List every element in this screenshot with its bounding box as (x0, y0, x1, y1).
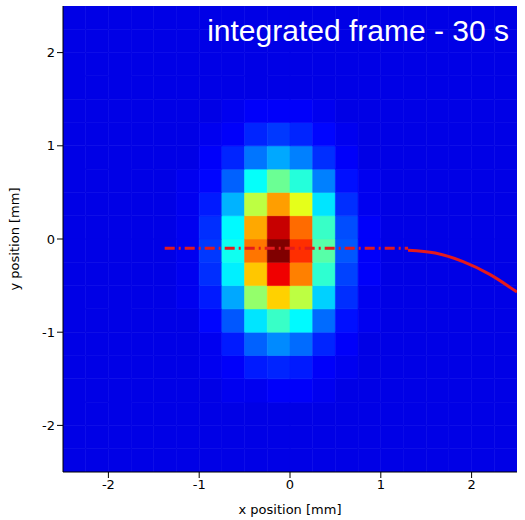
svg-text:x position [mm]: x position [mm] (239, 502, 342, 517)
html-text:integrated frame - 30 s: integrated frame - 30 s (207, 14, 509, 47)
svg-text:0: 0 (47, 232, 55, 247)
svg-text:-2: -2 (102, 477, 115, 492)
svg-text:-2: -2 (42, 418, 55, 433)
svg-text:1: 1 (47, 138, 55, 153)
svg-text:-1: -1 (42, 325, 55, 340)
svg-text:2: 2 (47, 45, 55, 60)
svg-text:1: 1 (377, 477, 385, 492)
svg-text:2: 2 (467, 477, 475, 492)
svg-text:y position [mm]: y position [mm] (7, 188, 22, 291)
svg-text:0: 0 (286, 477, 294, 492)
svg-text:-1: -1 (193, 477, 206, 492)
